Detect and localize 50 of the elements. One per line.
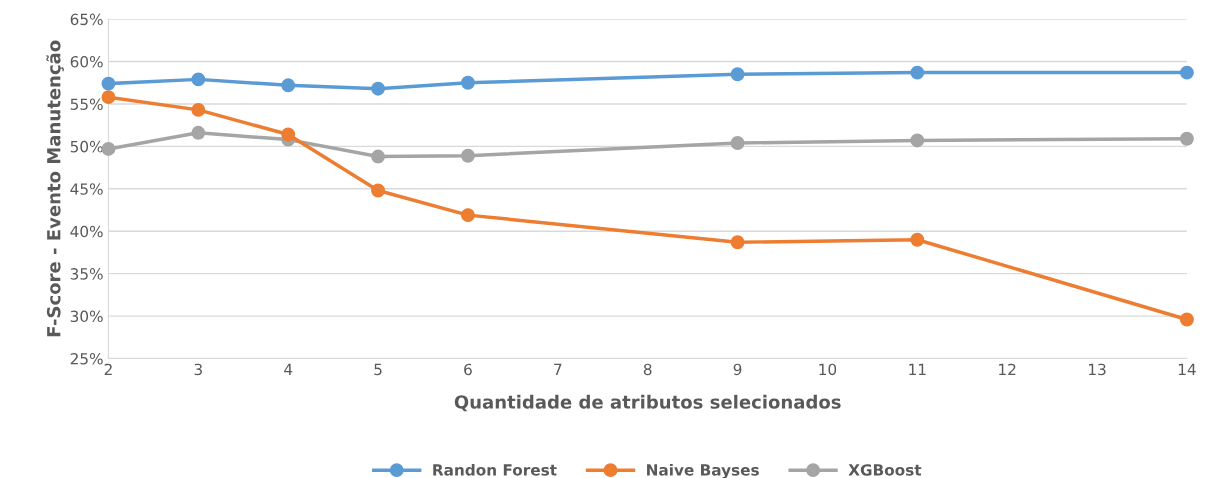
- x-tick-label: 14: [1178, 363, 1196, 375]
- x-tick-label: 11: [909, 363, 926, 375]
- y-tick-label: 40%: [70, 225, 103, 238]
- point: [371, 183, 386, 198]
- point: [910, 133, 925, 148]
- x-tick-label: 13: [1089, 363, 1106, 376]
- y-tick-label: 25%: [70, 352, 103, 365]
- point: [281, 127, 296, 142]
- y-tick-label: 60%: [70, 56, 103, 68]
- point: [460, 75, 475, 90]
- point: [1179, 65, 1194, 80]
- point: [730, 67, 745, 82]
- point: [730, 235, 745, 250]
- x-tick-label: 7: [554, 363, 562, 375]
- x-tick-label: 10: [819, 363, 837, 376]
- point: [460, 208, 475, 223]
- legend-label: XGBoost: [848, 464, 922, 476]
- point: [371, 149, 386, 164]
- point: [460, 148, 475, 163]
- point: [371, 81, 386, 96]
- x-tick-label: 2: [104, 363, 112, 375]
- y-tick-label: 65%: [70, 13, 103, 26]
- point: [191, 125, 206, 140]
- point: [191, 102, 206, 117]
- point: [191, 72, 206, 87]
- y-tick-label: 45%: [70, 183, 103, 195]
- point: [101, 141, 116, 156]
- point: [1179, 131, 1194, 146]
- legend-label: Naive Bayses: [647, 463, 759, 478]
- x-tick-label: 12: [999, 363, 1016, 375]
- y-tick-label: 50%: [70, 140, 103, 153]
- legend-label: Randon Forest: [433, 463, 557, 476]
- point: [730, 136, 745, 150]
- y-tick-label: 35%: [70, 268, 103, 280]
- y-axis-title: F-Score - Evento Manutenção: [46, 40, 64, 337]
- x-tick-label: 6: [464, 363, 472, 376]
- point: [281, 78, 296, 93]
- point: [101, 76, 116, 91]
- point: [101, 90, 116, 105]
- x-tick-label: 9: [733, 363, 742, 376]
- x-tick-label: 8: [643, 363, 652, 376]
- y-tick-label: 30%: [70, 310, 103, 323]
- x-tick-label: 5: [374, 363, 382, 376]
- x-axis-title: Quantidade de atributos selecionados: [454, 394, 841, 412]
- x-tick-label: 3: [194, 363, 202, 376]
- point: [1179, 312, 1194, 327]
- point: [910, 65, 925, 80]
- y-tick-label: 55%: [70, 98, 103, 110]
- x-tick-label: 4: [284, 363, 293, 375]
- point: [910, 232, 925, 247]
